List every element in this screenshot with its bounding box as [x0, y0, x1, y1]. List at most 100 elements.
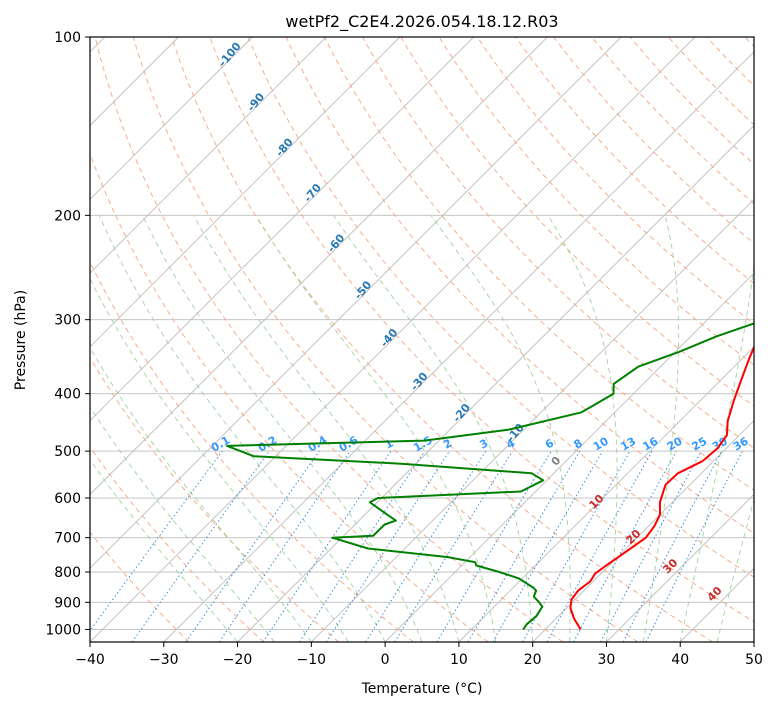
dry-adiabat-label: -60 [325, 231, 348, 255]
mixing-ratio-label: 1 [383, 437, 396, 452]
y-tick-label: 600 [54, 491, 81, 507]
moist-adiabat-label: 40 [705, 584, 725, 604]
y-tick-label: 300 [54, 313, 81, 329]
dry-adiabat-line [90, 356, 339, 642]
dry-adiabat-line [744, 37, 754, 48]
dry-adiabat-line [362, 37, 754, 449]
isotherm-line [90, 37, 548, 496]
dry-adiabat-label: -100 [216, 40, 244, 70]
moist-adiabat-line [90, 405, 275, 642]
y-tick-label: 200 [54, 208, 81, 224]
y-tick-label: 700 [54, 531, 81, 547]
moist-adiabat-line [716, 497, 754, 642]
x-axis-ticks: −40 −30 −20 −10 0 10 20 30 40 50 [75, 642, 763, 668]
dry-adiabat-line [90, 446, 265, 642]
x-tick-label: 30 [598, 652, 616, 668]
dry-adiabat-label: -50 [352, 278, 375, 302]
x-tick-label: 40 [671, 652, 689, 668]
mixing-ratio-line [467, 450, 581, 642]
mixing-ratio-line [299, 450, 426, 642]
dewpoint-line [226, 322, 754, 630]
moist-adiabat-label: 10 [587, 492, 607, 512]
dry-adiabat-label: -20 [450, 401, 473, 425]
y-tick-label: 800 [54, 565, 81, 581]
x-tick-label: −40 [75, 652, 105, 668]
mixing-ratio-line [325, 450, 450, 642]
isotherm-line [90, 37, 401, 348]
plot-frame [89, 36, 755, 643]
mixing-ratio-line [573, 450, 677, 642]
mixing-ratio-label: 6 [543, 436, 556, 451]
mixing-ratio-line [546, 450, 653, 642]
y-tick-label: 400 [54, 387, 81, 403]
isotherm-line [606, 493, 754, 642]
mixing-ratio-line [131, 450, 270, 642]
x-tick-label: −30 [149, 652, 179, 668]
moist-adiabat-line [90, 346, 312, 642]
mixing-ratio-line [645, 450, 743, 642]
x-axis-label: Temperature (°C) [361, 681, 483, 697]
isotherm-line [90, 37, 474, 422]
isopleth-labels: 0.1 0.2 0.4 0.6 1 1.5 2 3 4 6 8 10 13 16 20 25 30 36-100-… [209, 40, 751, 605]
moist-adiabat-line [679, 261, 754, 642]
isotherm-line [679, 567, 754, 642]
y-axis-ticks: 100 200 300 400 500 600 700 800 900 1000 [45, 30, 90, 638]
mixing-ratio-line [436, 450, 552, 642]
profile-series [226, 322, 754, 630]
dry-adiabat-label: -70 [301, 181, 324, 205]
isotherm-line [90, 37, 327, 274]
y-axis-label: Pressure (hPa) [13, 290, 29, 390]
dry-adiabat-label: -30 [408, 370, 431, 394]
y-tick-label: 900 [54, 595, 81, 611]
dry-adiabat-line [247, 37, 754, 578]
dry-adiabat-line [706, 37, 754, 87]
dry-adiabat-line [132, 37, 639, 642]
dry-adiabat-line [209, 37, 754, 623]
moist-adiabat-label: 20 [623, 527, 643, 547]
dry-adiabat-line [629, 37, 754, 165]
dry-adiabat-line [90, 261, 414, 642]
dry-adiabat-line [94, 37, 564, 642]
moist-adiabat-line [90, 277, 349, 642]
moist-adiabat-line [90, 458, 238, 642]
x-tick-label: −20 [223, 652, 253, 668]
moist-adiabat-lines [90, 215, 754, 642]
moist-adiabat-label: 30 [660, 556, 680, 576]
isotherm-line [753, 641, 754, 642]
isotherm-line [532, 420, 754, 642]
mixing-ratio-line [394, 450, 513, 642]
dry-adiabat-label: -40 [378, 326, 401, 350]
dry-adiabat-label: -90 [245, 90, 268, 114]
moist-adiabat-line [255, 215, 497, 642]
isotherm-line [237, 124, 754, 642]
y-tick-label: 500 [54, 444, 81, 460]
temperature-line [569, 344, 754, 630]
dry-adiabat-label: -80 [273, 135, 296, 159]
dry-adiabat-line [476, 37, 754, 325]
mixing-ratio-label: 3 [477, 437, 490, 452]
dry-adiabat-line [90, 152, 489, 642]
x-tick-label: 20 [524, 652, 542, 668]
isotherm-line [384, 272, 754, 642]
dry-adiabat-line [90, 531, 190, 642]
isotherm-line [163, 51, 754, 642]
mixing-ratio-line [365, 450, 487, 642]
mixing-ratio-line [262, 450, 392, 642]
mixing-ratio-lines [90, 450, 743, 642]
y-tick-label: 100 [54, 30, 81, 46]
moist-adiabat-line [141, 215, 423, 642]
dry-adiabat-line [591, 37, 754, 205]
y-tick-label: 1000 [45, 622, 81, 638]
isotherm-line [90, 37, 253, 200]
mixing-ratio-line [218, 450, 351, 642]
moist-adiabat-line [193, 215, 460, 642]
x-tick-label: 50 [745, 652, 763, 668]
x-tick-label: 10 [450, 652, 468, 668]
dry-adiabat-lines [90, 37, 754, 642]
x-tick-label: −10 [297, 652, 327, 668]
dry-adiabat-line [400, 37, 754, 407]
isobar-grid-lines [90, 37, 754, 630]
isotherm-line [90, 37, 622, 569]
chart-title: wetPf2_C2E4.2026.054.18.12.R03 [285, 12, 558, 32]
